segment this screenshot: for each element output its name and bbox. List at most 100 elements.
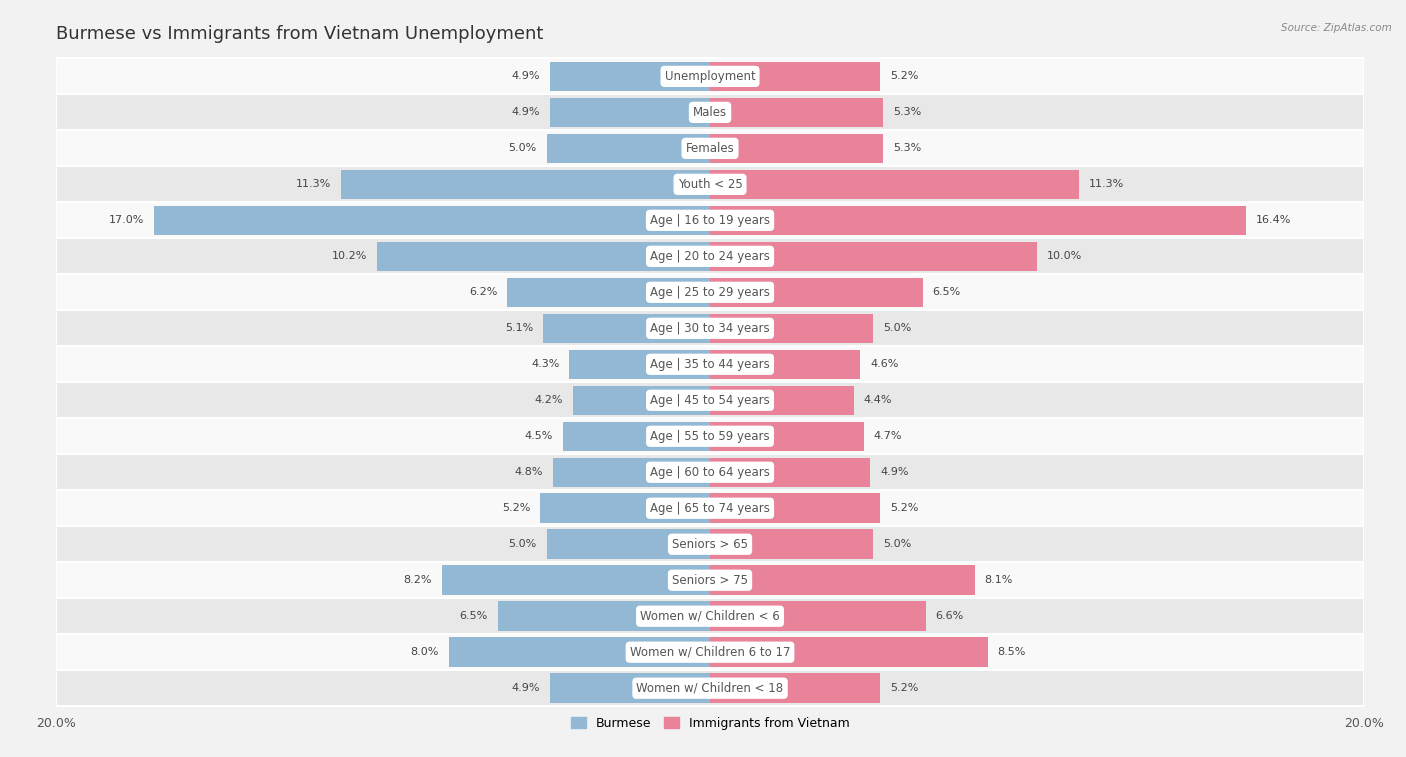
- Text: Source: ZipAtlas.com: Source: ZipAtlas.com: [1281, 23, 1392, 33]
- Text: Age | 16 to 19 years: Age | 16 to 19 years: [650, 213, 770, 227]
- Bar: [710, 385, 853, 415]
- Text: 4.6%: 4.6%: [870, 360, 898, 369]
- Text: 5.0%: 5.0%: [509, 539, 537, 550]
- Bar: [710, 637, 988, 667]
- Text: 5.0%: 5.0%: [883, 539, 911, 550]
- Bar: [441, 565, 710, 595]
- Text: 8.1%: 8.1%: [984, 575, 1012, 585]
- Text: 6.5%: 6.5%: [460, 611, 488, 621]
- Text: 5.2%: 5.2%: [502, 503, 530, 513]
- Bar: [56, 634, 1364, 670]
- Bar: [56, 382, 1364, 419]
- Text: Burmese vs Immigrants from Vietnam Unemployment: Burmese vs Immigrants from Vietnam Unemp…: [56, 25, 544, 43]
- Bar: [562, 422, 710, 451]
- Text: 10.2%: 10.2%: [332, 251, 367, 261]
- Bar: [56, 598, 1364, 634]
- Text: Age | 25 to 29 years: Age | 25 to 29 years: [650, 286, 770, 299]
- Text: Females: Females: [686, 142, 734, 155]
- Text: 11.3%: 11.3%: [1090, 179, 1125, 189]
- Bar: [710, 422, 863, 451]
- Bar: [56, 491, 1364, 526]
- Bar: [540, 494, 710, 523]
- Text: 4.4%: 4.4%: [863, 395, 893, 405]
- Text: 16.4%: 16.4%: [1256, 215, 1291, 226]
- Bar: [710, 241, 1038, 271]
- Text: 5.0%: 5.0%: [509, 143, 537, 154]
- Bar: [710, 350, 860, 379]
- Bar: [56, 202, 1364, 238]
- Text: Women w/ Children 6 to 17: Women w/ Children 6 to 17: [630, 646, 790, 659]
- Bar: [710, 565, 974, 595]
- Text: 6.5%: 6.5%: [932, 288, 960, 298]
- Bar: [710, 133, 883, 163]
- Bar: [56, 562, 1364, 598]
- Bar: [710, 602, 925, 631]
- Bar: [155, 206, 710, 235]
- Text: Males: Males: [693, 106, 727, 119]
- Bar: [340, 170, 710, 199]
- Bar: [550, 674, 710, 703]
- Bar: [56, 454, 1364, 491]
- Text: 5.2%: 5.2%: [890, 683, 918, 693]
- Text: 4.5%: 4.5%: [524, 431, 553, 441]
- Bar: [56, 95, 1364, 130]
- Text: Age | 60 to 64 years: Age | 60 to 64 years: [650, 466, 770, 478]
- Text: Age | 55 to 59 years: Age | 55 to 59 years: [650, 430, 770, 443]
- Bar: [449, 637, 710, 667]
- Text: Seniors > 75: Seniors > 75: [672, 574, 748, 587]
- Text: 5.2%: 5.2%: [890, 503, 918, 513]
- Text: 11.3%: 11.3%: [295, 179, 330, 189]
- Text: 5.3%: 5.3%: [893, 107, 921, 117]
- Text: 8.2%: 8.2%: [404, 575, 432, 585]
- Bar: [710, 313, 873, 343]
- Text: 6.2%: 6.2%: [470, 288, 498, 298]
- Text: 17.0%: 17.0%: [110, 215, 145, 226]
- Text: 8.0%: 8.0%: [411, 647, 439, 657]
- Bar: [543, 313, 710, 343]
- Text: 4.7%: 4.7%: [873, 431, 903, 441]
- Bar: [710, 494, 880, 523]
- Text: Age | 65 to 74 years: Age | 65 to 74 years: [650, 502, 770, 515]
- Bar: [56, 310, 1364, 346]
- Bar: [710, 170, 1080, 199]
- Bar: [498, 602, 710, 631]
- Legend: Burmese, Immigrants from Vietnam: Burmese, Immigrants from Vietnam: [565, 712, 855, 735]
- Text: Seniors > 65: Seniors > 65: [672, 537, 748, 551]
- Bar: [710, 674, 880, 703]
- Bar: [550, 98, 710, 127]
- Bar: [56, 167, 1364, 202]
- Bar: [547, 529, 710, 559]
- Bar: [710, 98, 883, 127]
- Bar: [553, 457, 710, 487]
- Bar: [56, 274, 1364, 310]
- Bar: [547, 133, 710, 163]
- Bar: [56, 130, 1364, 167]
- Text: 5.2%: 5.2%: [890, 71, 918, 82]
- Text: 6.6%: 6.6%: [935, 611, 965, 621]
- Text: 5.3%: 5.3%: [893, 143, 921, 154]
- Text: 4.2%: 4.2%: [534, 395, 562, 405]
- Text: 4.3%: 4.3%: [531, 360, 560, 369]
- Text: Age | 45 to 54 years: Age | 45 to 54 years: [650, 394, 770, 407]
- Bar: [56, 670, 1364, 706]
- Bar: [710, 529, 873, 559]
- Text: 5.0%: 5.0%: [883, 323, 911, 333]
- Text: Youth < 25: Youth < 25: [678, 178, 742, 191]
- Text: 4.9%: 4.9%: [880, 467, 908, 477]
- Bar: [710, 457, 870, 487]
- Bar: [508, 278, 710, 307]
- Bar: [569, 350, 710, 379]
- Bar: [56, 526, 1364, 562]
- Text: Age | 30 to 34 years: Age | 30 to 34 years: [650, 322, 770, 335]
- Text: 5.1%: 5.1%: [505, 323, 533, 333]
- Bar: [56, 238, 1364, 274]
- Text: Age | 35 to 44 years: Age | 35 to 44 years: [650, 358, 770, 371]
- Text: 4.9%: 4.9%: [512, 71, 540, 82]
- Bar: [377, 241, 710, 271]
- Text: 4.9%: 4.9%: [512, 107, 540, 117]
- Text: Women w/ Children < 18: Women w/ Children < 18: [637, 682, 783, 695]
- Text: Age | 20 to 24 years: Age | 20 to 24 years: [650, 250, 770, 263]
- Text: Women w/ Children < 6: Women w/ Children < 6: [640, 609, 780, 623]
- Bar: [710, 206, 1246, 235]
- Bar: [56, 58, 1364, 95]
